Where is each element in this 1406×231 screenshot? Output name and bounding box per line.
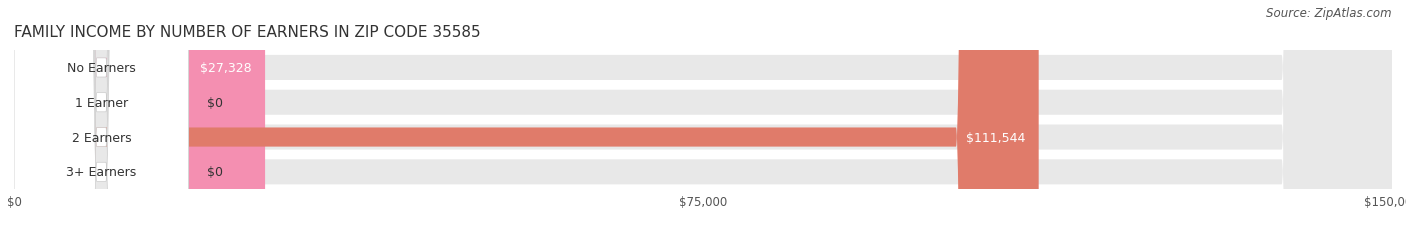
Text: 2 Earners: 2 Earners: [72, 131, 131, 144]
FancyBboxPatch shape: [14, 0, 188, 231]
FancyBboxPatch shape: [14, 0, 1392, 231]
Text: 3+ Earners: 3+ Earners: [66, 166, 136, 179]
FancyBboxPatch shape: [14, 0, 1392, 231]
Text: $111,544: $111,544: [966, 131, 1025, 144]
Text: No Earners: No Earners: [67, 62, 136, 75]
Text: $27,328: $27,328: [200, 62, 252, 75]
Text: FAMILY INCOME BY NUMBER OF EARNERS IN ZIP CODE 35585: FAMILY INCOME BY NUMBER OF EARNERS IN ZI…: [14, 25, 481, 40]
FancyBboxPatch shape: [14, 0, 188, 231]
FancyBboxPatch shape: [14, 0, 188, 231]
FancyBboxPatch shape: [14, 0, 1039, 231]
FancyBboxPatch shape: [14, 0, 1392, 231]
Text: Source: ZipAtlas.com: Source: ZipAtlas.com: [1267, 7, 1392, 20]
Text: 1 Earner: 1 Earner: [75, 96, 128, 109]
Text: $0: $0: [207, 166, 224, 179]
FancyBboxPatch shape: [14, 0, 188, 231]
FancyBboxPatch shape: [14, 0, 266, 231]
FancyBboxPatch shape: [14, 0, 1392, 231]
Text: $0: $0: [207, 96, 224, 109]
